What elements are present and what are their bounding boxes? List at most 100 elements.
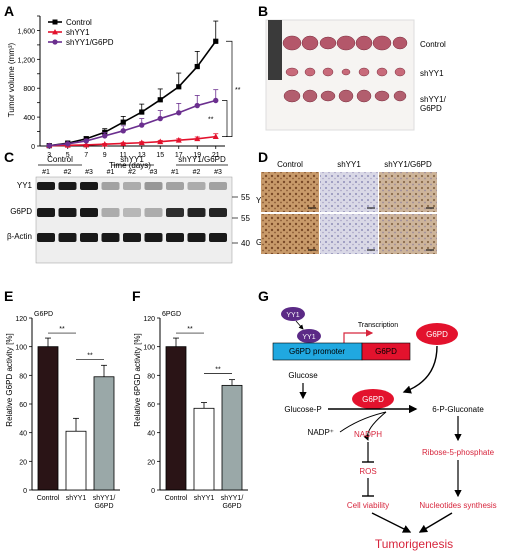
- tumor-specimen: [372, 35, 392, 51]
- chart-e-bar-1: [65, 430, 87, 491]
- chart-a-line-0: [49, 40, 217, 147]
- chart-e-xtick-label: shYY1/: [93, 495, 116, 502]
- chart-a-point: [176, 110, 182, 116]
- photo-row-label-control: Control: [420, 40, 446, 49]
- chart-e-bar-2: [93, 376, 115, 491]
- blot-band: [166, 233, 184, 242]
- nucleotides-label: Nucleotides synthesis: [419, 501, 496, 510]
- ihc-col-shyy1: shYY1: [337, 160, 361, 169]
- chart-e-ytick-label: 0: [23, 488, 27, 495]
- tumorigenesis-label: Tumorigenesis: [375, 537, 453, 551]
- legend-label-0: Control: [66, 18, 92, 27]
- blot-band: [123, 208, 141, 217]
- blot-band: [187, 233, 206, 242]
- tumor-photo-panel: Control shYY1 shYY1/G6PD: [265, 19, 447, 131]
- sig-label-2: **: [208, 117, 214, 124]
- tumor-specimens: [282, 35, 408, 103]
- panel-letter-g: G: [258, 288, 269, 304]
- chart-f-xtick-label: shYY1: [194, 495, 215, 502]
- chart-e-ytick-label: 40: [19, 431, 27, 438]
- g6pd-activity-chart: Relative G6PD activity [%] 0 20 40 60 80 100 1…: [5, 311, 120, 510]
- tumor-specimen: [285, 67, 299, 77]
- blot-bands: [37, 182, 227, 242]
- chart-a-xtick-label: 11: [120, 152, 127, 159]
- chart-e-xtick-label: G6PD: [94, 503, 113, 510]
- blot-band: [187, 208, 206, 217]
- blot-band: [37, 208, 55, 217]
- chart-a-xtick-label: 15: [156, 152, 164, 159]
- chart-a-xtick-label: 5: [66, 152, 70, 159]
- chart-e-ytick-label: 120: [15, 316, 27, 323]
- legend-label-2: shYY1/G6PD: [66, 38, 114, 47]
- chart-a-point: [176, 84, 182, 90]
- panel-letter-b: B: [258, 3, 268, 19]
- blot-band: [166, 182, 184, 190]
- g6pd-protein-top-label: G6PD: [426, 330, 448, 339]
- blot-lane-labels: #1 #2 #3 #1 #2 #3 #1 #2 #3: [42, 169, 222, 176]
- panel-letter-e: E: [4, 288, 13, 304]
- chart-a-ytick-label: 800: [23, 86, 35, 93]
- g6pd-protein-top: [416, 323, 458, 345]
- chart-a-xtick-label: 19: [193, 152, 201, 159]
- g6pd-gene-box: [361, 342, 411, 361]
- blot-lane-label: #1: [107, 169, 115, 176]
- chart-f-title: 6PGD: [162, 311, 181, 318]
- chart-e-xtick-label: shYY1: [66, 495, 87, 502]
- blot-band: [187, 182, 206, 190]
- chart-a-point: [194, 102, 200, 109]
- tumor-specimen: [302, 89, 318, 103]
- legend-marker: [52, 29, 58, 35]
- tumor-specimen: [358, 67, 370, 77]
- chart-f-sig-label-2: **: [215, 367, 221, 374]
- yy1-protein-bound: [297, 329, 321, 343]
- blot-lane-label: #2: [64, 169, 72, 176]
- ihc-image-control-yy1: [261, 172, 319, 212]
- chart-f-ytick-label: 0: [151, 488, 155, 495]
- tumor-specimen: [394, 67, 406, 77]
- tumor-specimen: [320, 90, 336, 102]
- chart-e-sig-label-2: **: [87, 352, 93, 359]
- chart-e-title: G6PD: [34, 311, 53, 318]
- tumor-specimen: [376, 67, 388, 77]
- tumor-specimen: [319, 36, 337, 50]
- tumor-specimen: [341, 68, 351, 76]
- pathway-diagram: YY1 YY1 Transcription G6PD promoter G6PD…: [272, 307, 497, 551]
- chart-f-ytick-label: 100: [143, 345, 155, 352]
- chart-a-point: [139, 109, 145, 115]
- tumor-specimen: [283, 89, 301, 103]
- chart-a-point: [120, 119, 126, 125]
- sig-label-1: **: [235, 87, 241, 94]
- chart-a-xlabel: Time (days): [109, 161, 151, 170]
- chart-a-ytick-label: 0: [31, 144, 35, 151]
- blot-band: [123, 233, 141, 242]
- panel-letter-a: A: [4, 3, 14, 19]
- chart-a-point: [65, 141, 71, 147]
- photo-row-label-shyy1: shYY1: [420, 69, 444, 78]
- 6pgd-activity-chart: Relative 6PGD activity [%] 0 20 40 60 80 100 1…: [133, 311, 248, 510]
- chart-a-ytick-label: 1,200: [17, 57, 35, 64]
- chart-a-point: [83, 138, 89, 144]
- blot-group-shyy1-g6pd: shYY1/G6PD: [178, 155, 226, 164]
- tumor-specimen: [336, 35, 356, 51]
- gluconate-label: 6-P-Gluconate: [432, 405, 484, 414]
- legend-label-1: shYY1: [66, 28, 90, 37]
- tumor-specimen: [282, 35, 302, 51]
- yy1-label-bound: YY1: [302, 334, 315, 341]
- chart-a-ytick-label: 1,600: [17, 28, 35, 35]
- blot-band: [166, 208, 184, 217]
- chart-f-sig-label-1: **: [187, 326, 193, 333]
- chart-a-point: [139, 122, 145, 128]
- yy1-label-top: YY1: [286, 312, 299, 319]
- blot-band: [209, 182, 227, 190]
- chart-a-line-1: [49, 135, 216, 147]
- blot-band: [144, 182, 163, 190]
- blot-band: [101, 233, 120, 242]
- blot-membrane: [35, 176, 233, 264]
- tumor-specimen: [322, 67, 334, 77]
- blot-lane-label: #3: [85, 169, 93, 176]
- chart-f-ytick-label: 80: [147, 373, 155, 380]
- tumor-specimen: [338, 89, 354, 103]
- chart-f-xtick-label: G6PD: [222, 503, 241, 510]
- chart-a-point: [46, 142, 52, 149]
